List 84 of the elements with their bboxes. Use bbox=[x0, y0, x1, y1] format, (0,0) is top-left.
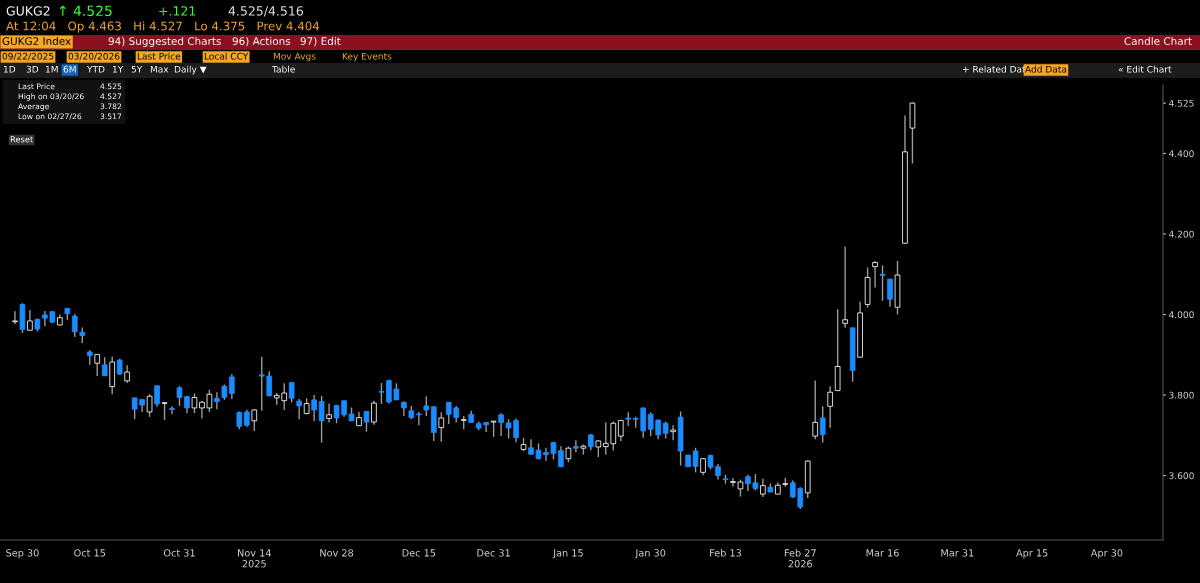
candlestick bbox=[760, 478, 766, 498]
text: Candle Chart bbox=[1124, 36, 1192, 46]
text: 6M bbox=[63, 65, 76, 73]
x-tick-label: Jan 15 bbox=[552, 549, 583, 559]
x-tick-label: Feb 13 bbox=[710, 549, 742, 557]
text: +.121 bbox=[159, 6, 196, 16]
candlestick bbox=[416, 411, 422, 426]
annotation: Reset bbox=[10, 136, 34, 143]
candlestick bbox=[326, 402, 332, 424]
candlestick bbox=[378, 382, 385, 405]
candlestick bbox=[311, 394, 317, 422]
text: « Edit Chart bbox=[1118, 65, 1172, 73]
text: 1D bbox=[3, 65, 16, 73]
candlestick bbox=[670, 424, 676, 441]
candlestick bbox=[879, 264, 886, 302]
candlestick bbox=[229, 373, 235, 400]
x-tick-label: Jan 30 bbox=[634, 549, 666, 559]
chart-title: GUKG2 bbox=[6, 6, 50, 16]
text: 1Y bbox=[112, 65, 124, 73]
candlestick bbox=[154, 385, 160, 408]
text: 5Y bbox=[131, 65, 143, 73]
x-tick-label: Dec 15 bbox=[402, 549, 436, 557]
candlestick bbox=[887, 278, 893, 308]
y-tick-label: 3.800 bbox=[1169, 391, 1194, 399]
candlestick bbox=[498, 412, 504, 437]
x-tick-label: Nov 14 2025 bbox=[238, 549, 271, 568]
candlestick bbox=[423, 395, 430, 417]
x-tick-label: Mar 16 bbox=[866, 549, 899, 557]
candlestick bbox=[438, 411, 445, 443]
text: Last Price bbox=[137, 52, 181, 60]
candlestick bbox=[71, 313, 78, 338]
candlestick bbox=[296, 398, 302, 420]
x-tick-label: Apr 30 bbox=[1090, 549, 1123, 559]
candlestick bbox=[251, 408, 258, 432]
candlestick bbox=[812, 379, 819, 441]
candlestick bbox=[872, 260, 878, 289]
y-tick-label: 3.600 bbox=[1169, 472, 1194, 480]
y-tick-label: 4.000 bbox=[1169, 311, 1194, 319]
candlestick bbox=[692, 447, 699, 474]
text: 03/20/2026 bbox=[68, 52, 120, 61]
x-tick-label: Sep 30 bbox=[6, 549, 39, 559]
text: 4.525/4.516 bbox=[228, 6, 303, 17]
text: 96) Actions bbox=[232, 36, 291, 47]
candlestick bbox=[214, 391, 220, 410]
candlestick bbox=[371, 399, 377, 426]
candlestick bbox=[318, 395, 325, 444]
candlestick bbox=[842, 245, 848, 329]
text: 97) Edit bbox=[300, 36, 341, 47]
x-tick-label: Oct 15 bbox=[74, 549, 106, 557]
x-tick-label: Apr 15 bbox=[1016, 549, 1048, 559]
candlestick bbox=[363, 410, 370, 433]
candlestick bbox=[146, 393, 153, 418]
candlestick bbox=[288, 381, 295, 403]
candlestick bbox=[191, 392, 198, 414]
x-tick-label: Nov 28 bbox=[320, 549, 354, 557]
text: Key Events bbox=[342, 52, 392, 62]
candlestick bbox=[169, 405, 175, 416]
text: Table bbox=[271, 65, 295, 73]
y-tick-label: 4.525 bbox=[1169, 99, 1194, 107]
candlestick bbox=[827, 385, 833, 429]
candlestick bbox=[12, 310, 18, 325]
x-tick-label: Feb 27 2026 bbox=[784, 549, 816, 568]
x-tick-label: Mar 31 bbox=[941, 549, 974, 557]
text: Add Data bbox=[1025, 65, 1067, 73]
text: Max bbox=[150, 65, 169, 73]
candlestick bbox=[573, 439, 579, 453]
text: Daily ▼ bbox=[174, 65, 207, 75]
x-tick-label: Oct 31 bbox=[163, 549, 195, 557]
y-tick-label: 4.200 bbox=[1169, 230, 1194, 238]
text: YTD bbox=[86, 65, 105, 73]
text: ↑ 4.525 bbox=[59, 5, 112, 17]
text: Mov Avgs bbox=[273, 52, 316, 62]
text: 94) Suggested Charts bbox=[108, 36, 221, 48]
candlestick bbox=[617, 419, 624, 442]
text: Local CCY bbox=[204, 52, 249, 60]
chart-subtitle: At 12:04 Op 4.463 Hi 4.527 Lo 4.375 Prev 4.404 bbox=[6, 21, 320, 33]
y-tick-label: 4.400 bbox=[1169, 150, 1194, 158]
x-tick-label: Dec 31 bbox=[477, 549, 510, 557]
text: 3D bbox=[26, 65, 39, 73]
text: GUKG2 Index bbox=[2, 36, 71, 46]
candlestick bbox=[27, 309, 33, 332]
text: 09/22/2025 bbox=[2, 52, 54, 61]
text: 1M bbox=[45, 65, 58, 73]
candlestick bbox=[819, 405, 826, 444]
